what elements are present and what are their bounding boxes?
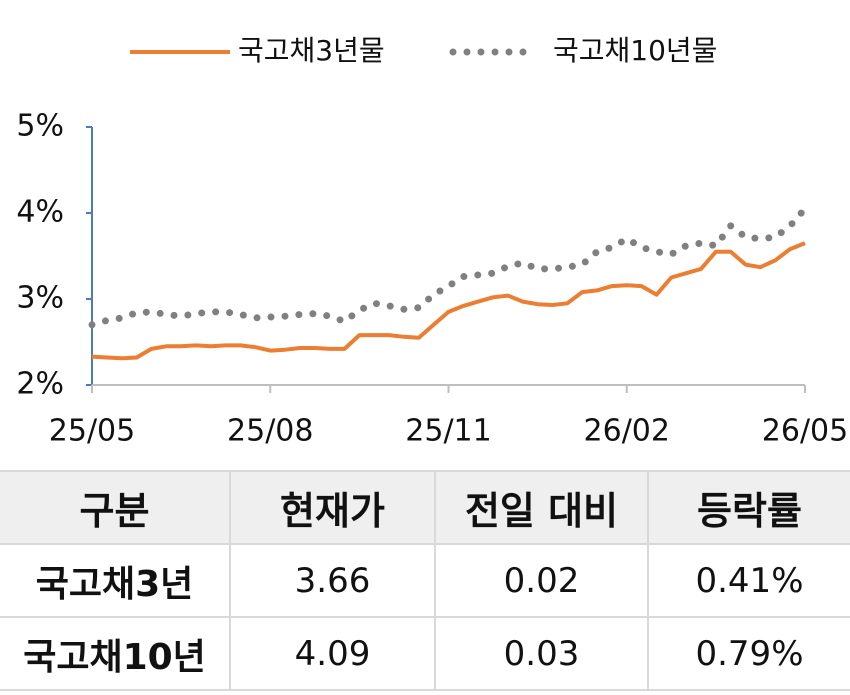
y-tick-label: 4%: [16, 195, 64, 230]
x-tick-label: 25/11: [405, 414, 491, 449]
cell: 0.02: [434, 543, 649, 618]
y-tick-label: 3%: [16, 281, 64, 316]
series-line: [88, 205, 809, 329]
series-line: [91, 241, 806, 361]
legend-label: 국고채3년물: [238, 34, 385, 67]
cell: 0.79%: [647, 616, 850, 691]
header-cell: 등락률: [647, 470, 850, 545]
x-tick-label: 25/08: [227, 414, 313, 449]
header-cell: 현재가: [229, 470, 436, 545]
cell: 0.41%: [647, 543, 850, 618]
y-tick-label: 2%: [16, 367, 64, 402]
cell: 4.09: [229, 616, 436, 691]
row-label: 국고채10년: [0, 616, 231, 691]
table-header: 구분 현재가 전일 대비 등락률: [0, 470, 850, 545]
chart: 2% 3% 4% 5% 25/05 25/08 25/11 26/02 26/05 국고채3년물 국…: [16, 34, 848, 449]
header-cell: 전일 대비: [434, 470, 649, 545]
header-cell: 구분: [0, 470, 231, 545]
table-row: 국고채10년 4.09 0.03 0.79%: [0, 616, 850, 691]
x-tick-label: 25/05: [49, 414, 135, 449]
y-tick-label: 5%: [16, 109, 64, 144]
legend-label: 국고채10년물: [553, 34, 717, 67]
table-row: 국고채3년 3.66 0.02 0.41%: [0, 543, 850, 618]
x-tick-label: 26/05: [762, 414, 848, 449]
row-label: 국고채3년: [0, 543, 231, 618]
quote-table: 구분 현재가 전일 대비 등락률 국고채3년 3.66 0.02 0.41% 국…: [0, 470, 850, 691]
cell: 3.66: [229, 543, 436, 618]
cell: 0.03: [434, 616, 649, 691]
x-tick-label: 26/02: [584, 414, 670, 449]
